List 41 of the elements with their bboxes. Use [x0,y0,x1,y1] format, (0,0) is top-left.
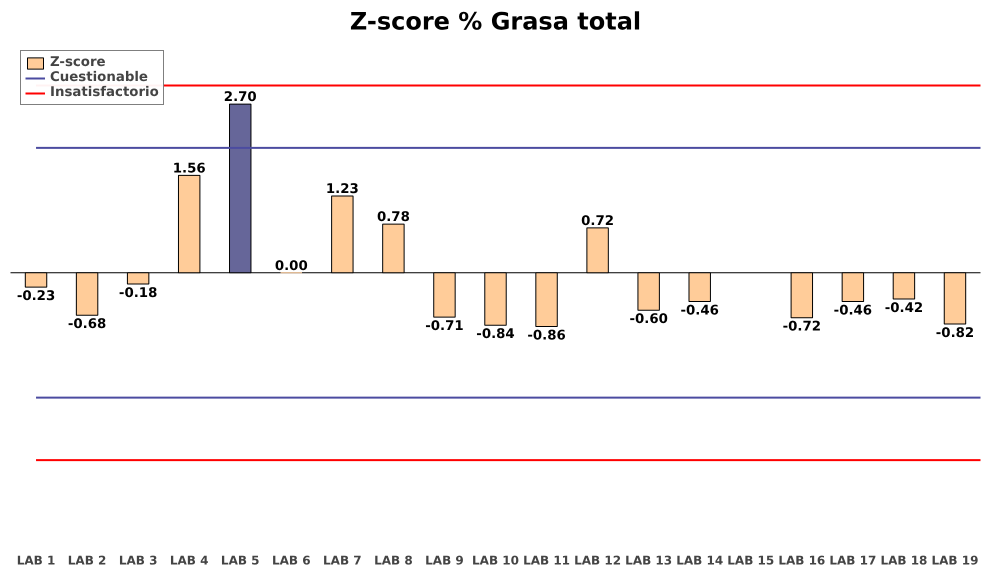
data-label: -0.46 [834,303,872,318]
x-tick-label: LAB 10 [472,554,519,568]
data-label: -0.18 [118,286,158,302]
x-tick-label: LAB 8 [374,554,413,568]
x-tick-label: LAB 15 [727,554,774,568]
data-label: -0.46 [680,303,719,318]
data-label: -0.72 [782,320,822,335]
legend-label: Cuestionable [50,70,148,85]
x-tick-label: LAB 6 [272,554,311,568]
data-label: -0.68 [68,317,106,332]
x-tick-label: LAB 5 [220,554,260,568]
data-label: -0.23 [16,289,56,304]
data-label: -0.60 [629,312,668,328]
x-tick-label: LAB 14 [676,554,724,568]
x-tick-label: LAB 13 [625,554,672,568]
x-tick-label: LAB 12 [574,554,622,568]
x-tick-label: LAB 7 [323,554,362,568]
x-tick-label: LAB 11 [523,554,570,568]
x-tick-label: LAB 2 [68,554,106,568]
data-label: -0.84 [476,327,515,342]
data-label: -0.42 [884,300,924,316]
data-label: 2.70 [224,90,257,106]
data-label: 0.78 [376,210,410,226]
x-tick-label: LAB 18 [880,554,928,568]
x-tick-label: LAB 17 [829,554,876,568]
legend-label: Z-score [50,55,106,70]
ref-line-label: Insatisfactorio [50,85,159,100]
data-label: -0.82 [936,326,974,341]
data-label: -0.86 [527,328,566,344]
chart-title: Z-score % Grasa total [350,8,642,36]
x-tick-label: LAB 3 [118,554,158,568]
x-tick-label: LAB 4 [170,554,208,568]
data-label: 0.00 [274,258,308,274]
x-tick-label: LAB 1 [16,554,56,568]
data-label: 1.23 [326,182,359,197]
data-label: -0.71 [425,319,464,334]
x-tick-label: LAB 19 [931,554,978,568]
data-label: 1.56 [172,161,206,176]
x-tick-label: LAB 16 [778,554,826,568]
x-tick-label: LAB 9 [425,554,464,568]
data-label: 0.72 [581,214,614,229]
